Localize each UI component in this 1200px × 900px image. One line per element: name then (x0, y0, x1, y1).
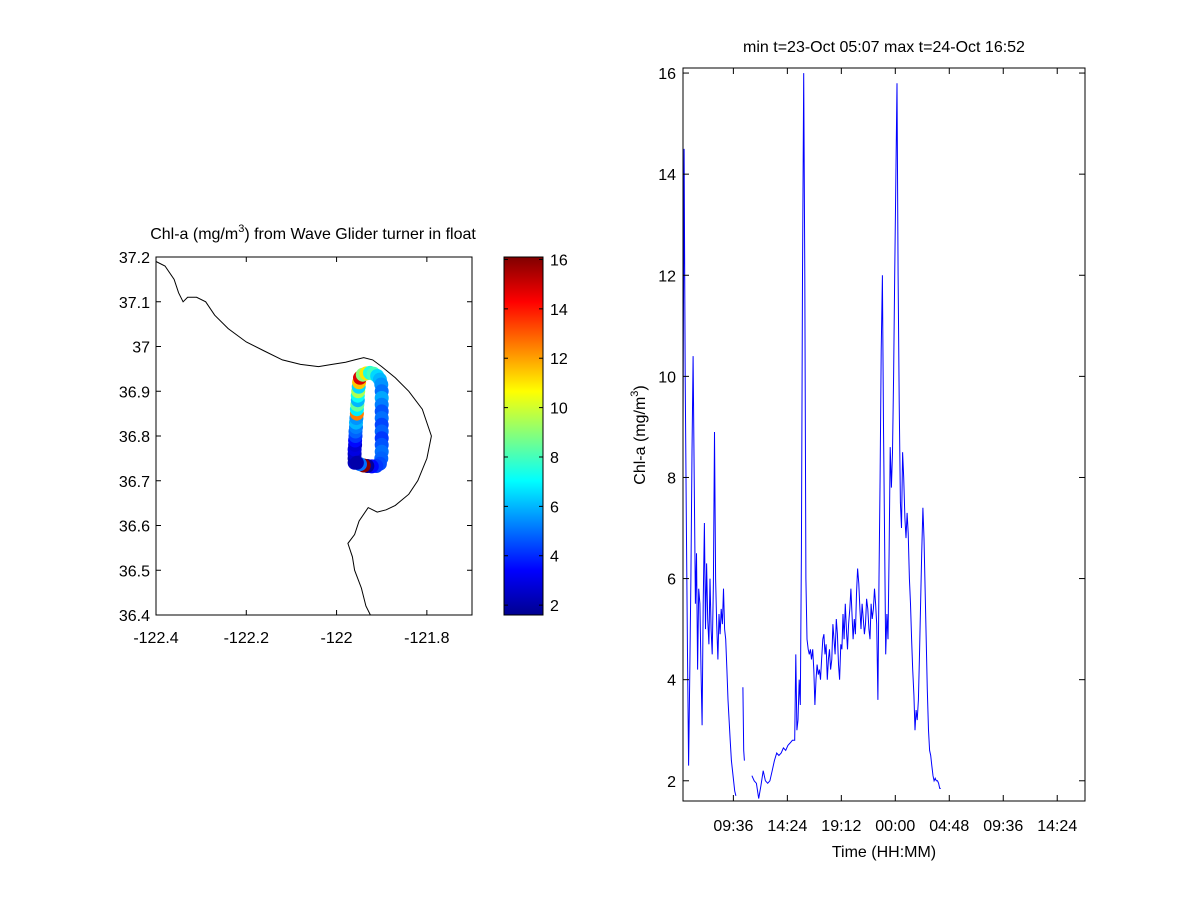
map-plot-area (156, 257, 472, 615)
ts-x-tick-label: 14:24 (1037, 818, 1077, 835)
colorbar-tick-label: 16 (550, 252, 568, 269)
colorbar-tick-label: 4 (550, 549, 559, 566)
timeseries-x-axis: 09:36 14:24 19:12 00:00 04:48 09:36 14:24 (713, 68, 1077, 835)
ts-x-tick-label: 09:36 (713, 818, 753, 835)
timeseries-panel: min t=23-Oct 05:07 max t=24-Oct 16:52 09… (629, 39, 1086, 861)
map-y-tick-label: 36.6 (119, 519, 150, 536)
map-y-tick-label: 37 (132, 340, 150, 357)
ts-y-tick-label: 4 (667, 673, 676, 690)
timeseries-frame (682, 67, 1086, 802)
ts-x-tick-label: 04:48 (929, 818, 969, 835)
map-x-tick-label: -121.8 (404, 630, 449, 647)
map-y-axis: 36.4 36.5 36.6 36.7 36.8 36.9 37 37.1 37.2 (119, 250, 472, 625)
timeseries-title: min t=23-Oct 05:07 max t=24-Oct 16:52 (743, 39, 1025, 56)
colorbar-tick-label: 6 (550, 499, 559, 516)
map-y-tick-label: 36.8 (119, 429, 150, 446)
glider-track (347, 365, 389, 474)
map-y-tick-label: 36.7 (119, 474, 150, 491)
chl-a-series (682, 73, 941, 799)
coastline (155, 261, 432, 616)
series-line-segment (751, 73, 941, 799)
timeseries-y-axis: 2 4 6 8 10 12 14 16 (658, 66, 1085, 791)
ts-y-tick-label: 6 (667, 572, 676, 589)
ts-x-tick-label: 09:36 (983, 818, 1023, 835)
colorbar-tick-label: 12 (550, 351, 568, 368)
map-x-tick-label: -122.2 (224, 630, 269, 647)
map-y-tick-label: 37.1 (119, 295, 150, 312)
series-line-segment (742, 687, 745, 761)
ts-x-tick-label: 00:00 (875, 818, 915, 835)
colorbar-axis: 2 4 6 8 10 12 14 16 (504, 252, 568, 615)
map-y-tick-label: 36.4 (119, 608, 150, 625)
ts-x-tick-label: 14:24 (767, 818, 807, 835)
ts-y-tick-label: 8 (667, 470, 676, 487)
ts-y-tick-label: 2 (667, 774, 676, 791)
map-y-tick-label: 36.5 (119, 563, 150, 580)
ts-y-tick-label: 16 (658, 66, 676, 83)
series-line-segment (682, 148, 737, 797)
colorbar-gradient (503, 256, 544, 616)
map-y-tick-label: 36.9 (119, 384, 150, 401)
colorbar-tick-label: 2 (550, 598, 559, 615)
colorbar-tick-label: 10 (550, 401, 568, 418)
map-title: Chl-a (mg/m3) from Wave Glider turner in… (150, 223, 476, 243)
map-x-axis: -122.4 -122.2 -122 -121.8 (133, 257, 450, 647)
map-x-tick-label: -122.4 (133, 630, 178, 647)
timeseries-ylabel: Chl-a (mg/m3) (629, 385, 649, 484)
colorbar-tick-label: 14 (550, 302, 568, 319)
timeseries-xlabel: Time (HH:MM) (832, 844, 936, 861)
map-y-tick-label: 37.2 (119, 250, 150, 267)
map-x-tick-label: -122 (321, 630, 353, 647)
colorbar: 2 4 6 8 10 12 14 16 (503, 252, 568, 616)
track-point (349, 455, 364, 470)
map-panel: Chl-a (mg/m3) from Wave Glider turner in… (119, 223, 477, 647)
colorbar-tick-label: 8 (550, 450, 559, 467)
ts-y-tick-label: 14 (658, 167, 676, 184)
map-frame (155, 256, 473, 616)
ts-y-tick-label: 12 (658, 268, 676, 285)
ts-x-tick-label: 19:12 (821, 818, 861, 835)
ts-y-tick-label: 10 (658, 369, 676, 386)
